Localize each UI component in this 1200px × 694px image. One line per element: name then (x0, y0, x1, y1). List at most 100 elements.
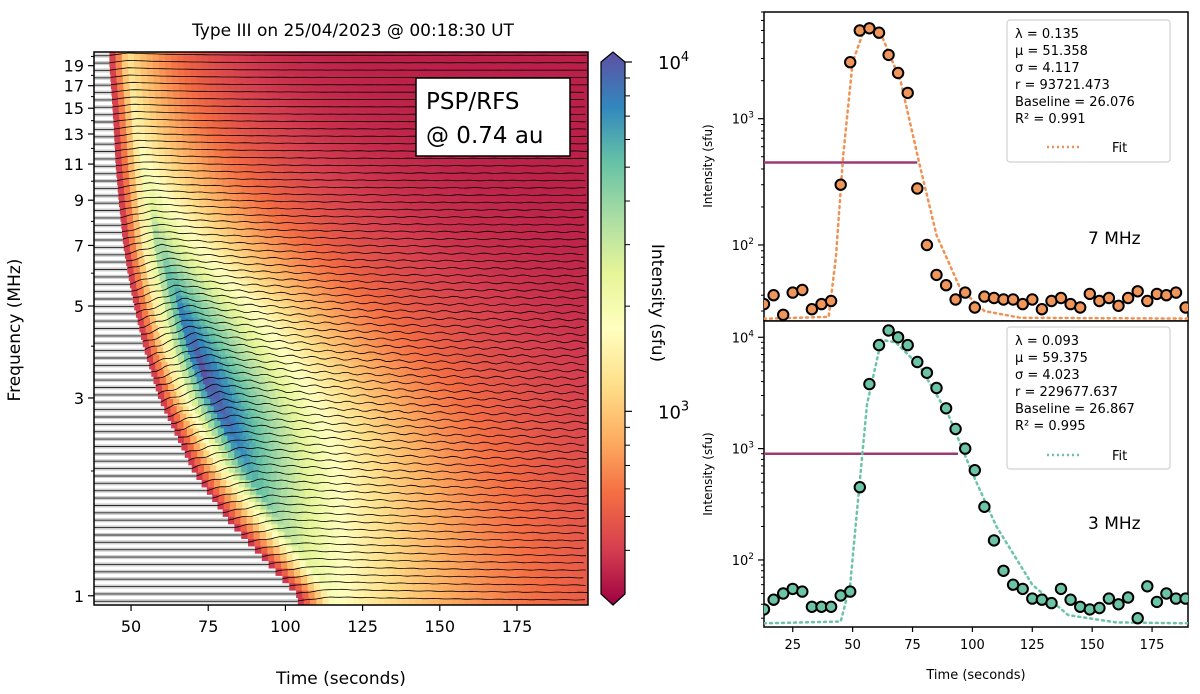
heatmap-cell (324, 295, 331, 304)
heatmap-cell (511, 376, 519, 385)
heatmap-cell (227, 353, 234, 362)
heatmap-cell (225, 346, 232, 355)
heatmap-cell (445, 361, 453, 370)
heatmap-cell (485, 390, 492, 399)
heatmap-cell (414, 412, 422, 421)
heatmap-cell (316, 427, 324, 436)
heatmap-cell (416, 295, 424, 304)
heatmap-cell (494, 530, 502, 539)
heatmap-cell (377, 530, 384, 539)
heatmap-cell (215, 177, 223, 186)
heatmap-cell (165, 162, 172, 171)
heatmap-cell (579, 376, 587, 385)
heatmap-cell (241, 280, 248, 289)
heatmap-cell (575, 501, 583, 510)
heatmap-cell (231, 295, 239, 304)
heatmap-cell (558, 442, 565, 451)
heatmap-cell (162, 317, 170, 326)
heatmap-cell (309, 538, 317, 547)
heatmap-cell (484, 457, 492, 466)
heatmap-cell (113, 118, 121, 127)
heatmap-cell (255, 125, 263, 134)
heatmap-cell (255, 442, 263, 451)
heatmap-cell (453, 346, 461, 355)
heatmap-cell (128, 169, 136, 178)
heatmap-cell (293, 324, 301, 333)
heatmap-cell (292, 125, 300, 134)
heatmap-cell (537, 398, 545, 407)
heatmap-cell (556, 361, 564, 370)
heatmap-cell (243, 132, 251, 141)
heatmap-cell (361, 405, 369, 414)
heatmap-cell (506, 523, 513, 532)
heatmap-cell (464, 597, 472, 605)
heatmap-cell (228, 516, 235, 525)
heatmap-cell (415, 501, 422, 510)
heatmap-cell (244, 295, 251, 304)
heatmap-cell (347, 110, 355, 119)
heatmap-cell (327, 523, 334, 532)
heatmap-cell (485, 405, 493, 414)
heatmap-cell (292, 258, 300, 267)
heatmap-cell (374, 265, 382, 274)
heatmap-cell (458, 250, 466, 259)
heatmap-cell (191, 449, 198, 458)
heatmap-cell (472, 295, 480, 304)
heatmap-cell (341, 110, 349, 119)
heatmap-cell (307, 272, 315, 281)
heatmap-cell (500, 309, 507, 318)
heatmap-cell (239, 435, 247, 444)
heatmap-cell (238, 405, 246, 414)
heatmap-cell (230, 199, 237, 208)
heatmap-cell (237, 125, 245, 134)
heatmap-cell (366, 553, 374, 562)
heatmap-cell (505, 169, 513, 178)
heatmap-cell (230, 206, 238, 215)
heatmap-cell (410, 206, 417, 215)
heatmap-cell (404, 486, 412, 495)
heatmap-cell (135, 169, 142, 178)
heatmap-cell (569, 191, 576, 200)
heatmap-cell (128, 272, 136, 281)
heatmap-cell (294, 575, 302, 584)
heatmap-cell (583, 486, 588, 495)
heatmap-cell (306, 265, 314, 274)
heatmap-cell (360, 206, 368, 215)
heatmap-band (206, 486, 588, 495)
heatmap-cell (149, 361, 156, 370)
heatmap-cell (386, 213, 393, 222)
heatmap-cell (374, 479, 382, 488)
heatmap-cell (248, 427, 256, 436)
heatmap-cell (314, 589, 322, 598)
heatmap-cell (449, 162, 457, 171)
heatmap-cell (375, 471, 383, 480)
heatmap-cell (176, 132, 183, 141)
heatmap-cell (204, 412, 212, 421)
heatmap-cell (411, 140, 418, 149)
heatmap-cell (513, 501, 521, 510)
heatmap-cell (523, 435, 531, 444)
heatmap-cell (240, 516, 248, 525)
heatmap-cell (248, 103, 256, 112)
heatmap-cell (409, 545, 417, 554)
heatmap-cell (272, 280, 279, 289)
heatmap-cell (452, 501, 459, 510)
heatmap-cell (181, 206, 189, 215)
heatmap-cell (524, 177, 532, 186)
heatmap-cell (208, 420, 215, 429)
heatmap-cell (579, 435, 587, 444)
heatmap-cell (352, 508, 360, 517)
heatmap-cell (454, 221, 462, 230)
heatmap-cell (121, 147, 128, 156)
heatmap-cell (347, 199, 355, 208)
heatmap-cell (347, 383, 354, 392)
heatmap-cell (582, 287, 588, 296)
heatmap-cell (176, 265, 184, 274)
heatmap-cell (141, 169, 148, 178)
heatmap-cell (373, 295, 381, 304)
heatmap-cell (297, 361, 305, 370)
heatmap-cell (158, 221, 166, 230)
heatmap-cell (348, 442, 355, 451)
heatmap-cell (352, 398, 359, 407)
heatmap-cell (236, 118, 244, 127)
